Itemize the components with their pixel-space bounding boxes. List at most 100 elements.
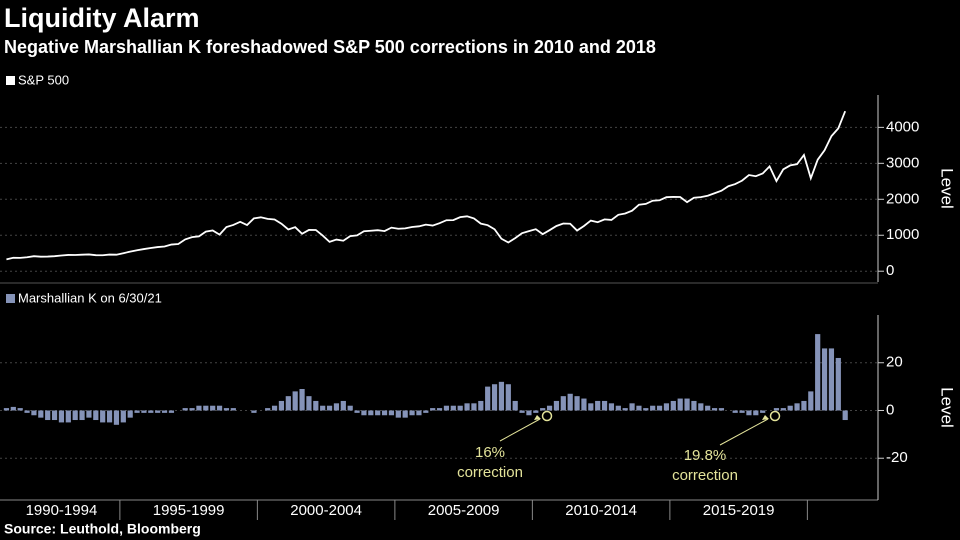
x-tick-label: 2015-2019	[703, 502, 775, 519]
bar	[106, 410, 113, 423]
bar	[533, 410, 539, 413]
annotation-text: 19.8%	[684, 447, 727, 464]
bar	[313, 400, 319, 411]
bar	[161, 410, 168, 413]
bar	[24, 410, 30, 413]
bar	[127, 410, 133, 418]
bar	[595, 400, 601, 411]
bar	[292, 391, 298, 411]
bar	[835, 357, 841, 411]
bar	[684, 398, 690, 411]
annotation-circle	[541, 410, 553, 422]
bar	[773, 408, 780, 411]
bar	[581, 398, 587, 411]
bar	[780, 408, 786, 411]
bar	[299, 389, 305, 411]
annotation-text: 16%	[475, 444, 505, 461]
legend-swatch	[6, 294, 15, 303]
bar	[526, 410, 532, 416]
bar	[801, 400, 807, 411]
bar	[148, 410, 154, 413]
y-tick-label: 0	[886, 262, 894, 279]
bar	[491, 384, 498, 411]
y-tick-label: 20	[886, 354, 903, 371]
bar	[622, 408, 628, 411]
annotation-circle	[769, 410, 781, 422]
bar	[498, 381, 505, 411]
bar	[45, 410, 51, 421]
bar	[189, 408, 195, 411]
bar	[3, 408, 10, 411]
bar	[388, 410, 395, 416]
bar	[478, 400, 484, 411]
bar	[698, 403, 704, 411]
bar	[787, 405, 793, 411]
bar	[794, 403, 800, 411]
bar	[443, 405, 450, 411]
bar	[485, 386, 491, 411]
bar	[203, 405, 209, 411]
bar	[402, 410, 408, 418]
bar	[251, 410, 257, 413]
bar	[601, 400, 608, 411]
bar	[361, 410, 367, 416]
bar	[168, 410, 175, 413]
bar	[471, 403, 477, 411]
bar	[210, 405, 216, 411]
bar	[574, 396, 580, 411]
bar	[663, 403, 670, 411]
bar	[65, 410, 71, 423]
bar	[629, 403, 635, 411]
bar	[141, 410, 147, 413]
bar	[828, 348, 835, 411]
bar	[711, 408, 718, 411]
bar	[760, 410, 766, 413]
bar	[79, 410, 85, 421]
bar	[718, 408, 725, 411]
bar	[51, 410, 58, 421]
bar	[216, 405, 223, 411]
bar	[182, 408, 188, 411]
bar	[643, 408, 649, 411]
bar	[423, 410, 429, 413]
y-tick-label: 1000	[886, 226, 919, 243]
bar	[656, 405, 663, 411]
y-tick-label: 0	[886, 401, 894, 418]
bar	[519, 410, 525, 413]
bar	[38, 410, 44, 418]
bar	[134, 410, 140, 413]
bar	[739, 410, 745, 413]
legend-swatch	[6, 76, 15, 85]
bar	[560, 396, 566, 411]
annotation-arrow	[719, 418, 769, 446]
bar	[677, 398, 683, 411]
annotation-text: correction	[672, 467, 738, 484]
bar	[265, 408, 271, 411]
bar	[409, 410, 415, 416]
legend-label: Marshallian K on 6/30/21	[18, 290, 162, 305]
bar	[113, 410, 120, 425]
bar	[31, 410, 37, 416]
bar	[278, 400, 285, 411]
bar	[230, 408, 236, 411]
bar	[430, 408, 436, 411]
bar	[553, 400, 560, 411]
bar	[670, 400, 676, 411]
bar	[333, 403, 340, 411]
bar	[650, 405, 656, 411]
bar	[753, 410, 759, 416]
bar	[636, 405, 642, 411]
bar	[326, 405, 333, 411]
chart-subtitle: Negative Marshallian K foreshadowed S&P …	[4, 37, 656, 57]
bar	[450, 405, 456, 411]
bar	[821, 348, 828, 411]
annotation-text: correction	[457, 464, 523, 481]
bar	[17, 408, 23, 411]
bar	[340, 400, 346, 411]
legend-label: S&P 500	[18, 72, 69, 87]
bar	[347, 405, 353, 411]
bar	[306, 396, 312, 411]
bar	[732, 410, 738, 413]
